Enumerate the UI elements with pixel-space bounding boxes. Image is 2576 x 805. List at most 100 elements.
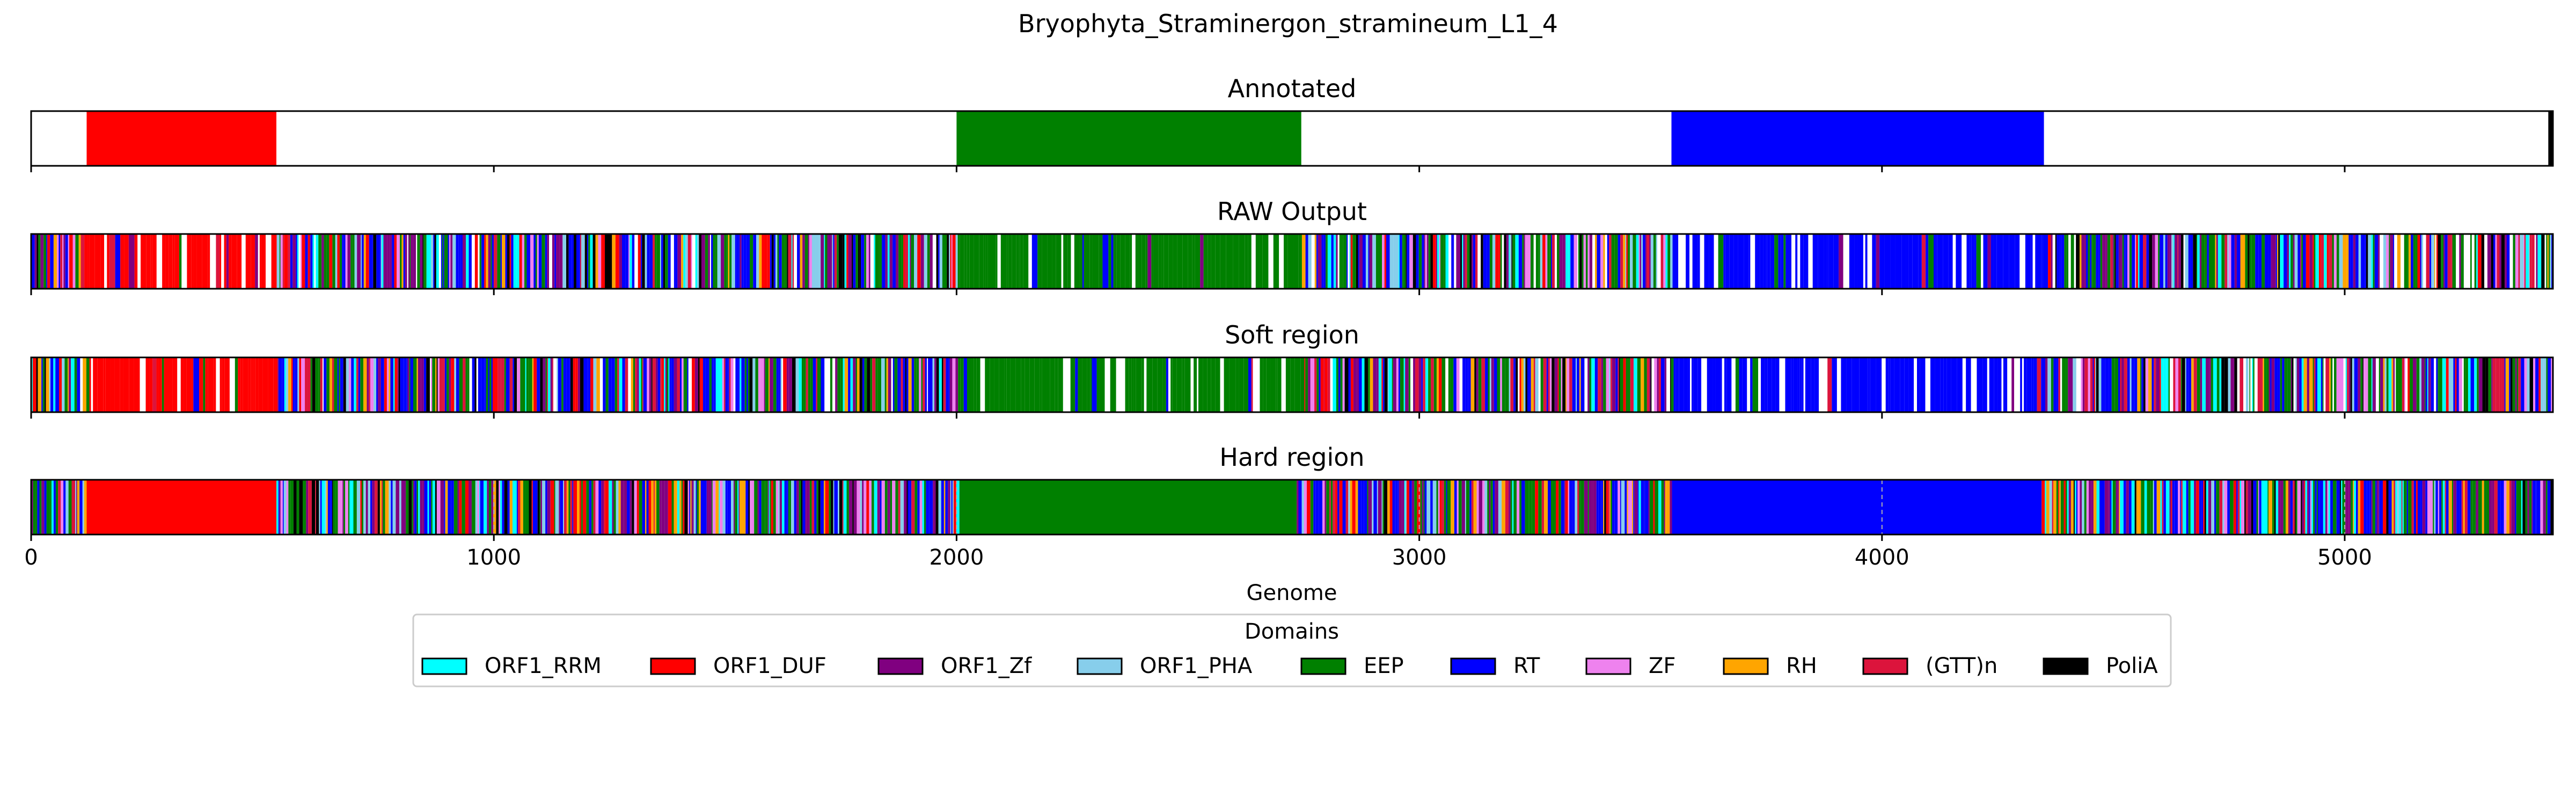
domain-bar-orf1rrm xyxy=(284,357,286,412)
domain-bar-eep xyxy=(2211,357,2213,412)
x-tick-label: 4000 xyxy=(1855,545,1909,570)
domain-bar-orf1pha xyxy=(562,234,567,289)
domain-bar-orf1zf xyxy=(2070,357,2073,412)
domain-bar-polia xyxy=(699,234,701,289)
domain-bar-rt xyxy=(1697,234,1700,289)
domain-bar-orf1zf xyxy=(2089,480,2091,535)
domain-bar-orf1zf xyxy=(835,357,838,412)
domain-bar-eep xyxy=(491,234,492,289)
domain-bar-gap xyxy=(599,357,603,412)
domain-bar-polia xyxy=(859,357,862,412)
domain-bar-eep xyxy=(777,234,779,289)
domain-bar-rt xyxy=(1879,234,1885,289)
domain-bar-eep xyxy=(400,234,402,289)
domain-bar-orf1pha xyxy=(2082,480,2084,535)
domain-bar-rh xyxy=(1665,480,1667,535)
domain-bar-polia xyxy=(496,480,499,535)
domain-bar-rt xyxy=(2521,357,2524,412)
domain-bar-gap xyxy=(2243,357,2246,412)
domain-bar-orf1duf xyxy=(145,357,150,412)
domain-bar-gap xyxy=(1502,234,1504,289)
domain-bar-orf1zf xyxy=(1378,480,1382,535)
domain-bar-zf xyxy=(2081,357,2083,412)
domain-bar-rt xyxy=(1580,357,1585,412)
domain-bar-eep xyxy=(2070,234,2074,289)
domain-bar-polia xyxy=(1406,234,1407,289)
domain-bar-orf1zf xyxy=(1436,234,1437,289)
domain-bar-orf1zf xyxy=(701,234,705,289)
domain-bar-rh xyxy=(2137,357,2141,412)
domain-bar-orf1duf xyxy=(2063,480,2066,535)
domain-bar-rt xyxy=(2139,234,2143,289)
domain-bar-zf xyxy=(1516,480,1520,535)
domain-bar-eep xyxy=(2350,480,2353,535)
domain-bar-rt xyxy=(376,357,378,412)
domain-bar-orf1duf xyxy=(94,234,101,289)
domain-bar-rt xyxy=(1982,357,1987,412)
domain-bar-gap xyxy=(628,357,631,412)
domain-bar-orf1pha xyxy=(1656,234,1658,289)
domain-bar-orf1zf xyxy=(1876,234,1880,289)
domain-bar-zf xyxy=(2336,357,2340,412)
domain-bar-orf1zf xyxy=(440,480,444,535)
domain-bar-eep xyxy=(971,357,974,412)
domain-bar-orf1pha xyxy=(1576,480,1578,535)
domain-bar-eep xyxy=(1194,357,1197,412)
domain-bar-orf1rrm xyxy=(2388,357,2392,412)
domain-bar-rh xyxy=(46,357,49,412)
domain-bar-orf1zf xyxy=(805,480,807,535)
domain-bar-zf xyxy=(1654,357,1657,412)
domain-bar-polia xyxy=(2096,357,2099,412)
domain-bar-rt xyxy=(1337,480,1340,535)
domain-bar-zf xyxy=(370,357,374,412)
domain-bar-eep xyxy=(1008,234,1012,289)
domain-bar-rt xyxy=(1454,480,1457,535)
domain-bar-orf1pha xyxy=(335,234,338,289)
domain-bar-rt xyxy=(2493,234,2496,289)
domain-bar-rt xyxy=(1421,357,1423,412)
domain-bar-rt xyxy=(572,480,574,535)
domain-bar-orf1duf xyxy=(1565,480,1568,535)
domain-bar-rh xyxy=(596,357,600,412)
domain-bar-eep xyxy=(2197,357,2200,412)
domain-bar-eep xyxy=(1090,357,1092,412)
domain-bar-orf1zf xyxy=(2108,480,2110,535)
domain-bar-gap xyxy=(476,357,478,412)
domain-bar-rh xyxy=(2191,357,2194,412)
domain-bar-orf1duf xyxy=(683,480,685,535)
domain-bar-eep xyxy=(1340,357,1343,412)
domain-bar-orf1zf xyxy=(372,480,375,535)
domain-bar-rt xyxy=(1824,234,1827,289)
domain-bar-rt xyxy=(2413,480,2417,535)
domain-bar-zf xyxy=(2533,357,2536,412)
domain-bar-rt xyxy=(1386,234,1390,289)
domain-bar-rt xyxy=(668,234,671,289)
domain-bar-eep xyxy=(588,234,590,289)
domain-bar-zf xyxy=(1313,357,1315,412)
domain-bar-orf1zf xyxy=(2376,480,2379,535)
domain-bar-gap xyxy=(781,357,784,412)
domain-bar-orf1zf xyxy=(2380,357,2383,412)
domain-bar-orf1pha xyxy=(356,480,361,535)
domain-bar-gttn xyxy=(71,480,76,535)
domain-bar-gap xyxy=(1592,234,1596,289)
panel-title: Annotated xyxy=(1228,74,1357,103)
domain-bar-orf1pha xyxy=(1498,480,1502,535)
domain-bar-orf1pha xyxy=(2098,357,2102,412)
domain-bar-eep xyxy=(1620,357,1623,412)
domain-bar-rt xyxy=(1818,234,1820,289)
domain-bar-rt xyxy=(1686,234,1690,289)
domain-bar-rh xyxy=(1565,357,1567,412)
domain-bar-rt xyxy=(1846,357,1852,412)
domain-bar-gap xyxy=(1538,357,1541,412)
domain-bar-orf1rrm xyxy=(321,480,324,535)
domain-bar-eep xyxy=(1110,357,1116,412)
domain-bar-eep xyxy=(1488,357,1490,412)
domain-bar-eep xyxy=(808,357,811,412)
domain-bar-orf1zf xyxy=(1649,234,1651,289)
domain-bar-rt xyxy=(1342,480,1346,535)
domain-bar-zf xyxy=(809,234,812,289)
domain-bar-rt xyxy=(1416,234,1419,289)
domain-bar-eep xyxy=(765,357,769,412)
domain-bar-orf1rrm xyxy=(2264,480,2268,535)
